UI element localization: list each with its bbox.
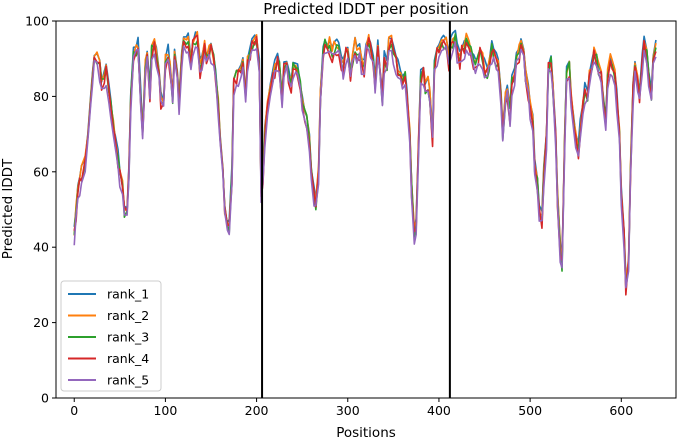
x-axis-label: Positions bbox=[336, 425, 396, 439]
x-tick-label: 200 bbox=[245, 403, 269, 418]
x-tick-label: 600 bbox=[609, 403, 633, 418]
legend-box bbox=[60, 280, 162, 392]
y-axis-label: Predicted lDDT bbox=[0, 158, 16, 259]
legend-label-rank-3: rank_3 bbox=[107, 330, 149, 345]
x-tick-label: 500 bbox=[518, 403, 542, 418]
x-tick-label: 100 bbox=[153, 403, 177, 418]
domain-boundaries bbox=[261, 21, 451, 398]
series-layer bbox=[73, 29, 657, 296]
y-tick-label: 60 bbox=[33, 164, 49, 179]
x-tick-label: 300 bbox=[336, 403, 360, 418]
y-tick-label: 80 bbox=[33, 89, 49, 104]
legend-label-rank-4: rank_4 bbox=[107, 351, 149, 366]
series-line-rank-5 bbox=[73, 41, 657, 289]
legend: rank_1 rank_2 rank_3 rank_4 rank_5 bbox=[60, 280, 162, 392]
x-axis: 0 100 200 300 400 500 600 bbox=[70, 398, 633, 418]
legend-label-rank-5: rank_5 bbox=[107, 373, 149, 388]
x-tick-label: 0 bbox=[70, 403, 78, 418]
y-tick-label: 0 bbox=[41, 391, 49, 406]
y-tick-label: 20 bbox=[33, 315, 49, 330]
legend-label-rank-2: rank_2 bbox=[107, 308, 149, 323]
legend-label-rank-1: rank_1 bbox=[107, 287, 149, 302]
series-line-rank-4 bbox=[73, 34, 657, 296]
x-tick-label: 400 bbox=[427, 403, 451, 418]
y-tick-label: 40 bbox=[33, 240, 49, 255]
chart-title: Predicted lDDT per position bbox=[263, 0, 468, 18]
y-axis: 0 20 40 60 80 100 bbox=[25, 14, 56, 406]
plot-frame bbox=[55, 20, 677, 399]
y-tick-label: 100 bbox=[25, 14, 49, 29]
